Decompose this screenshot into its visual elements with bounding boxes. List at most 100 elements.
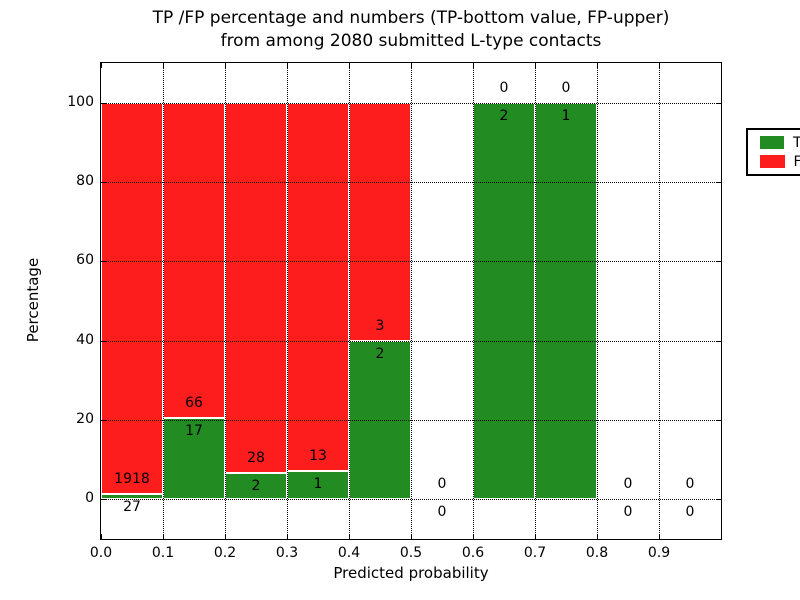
fp-count-label: 0: [561, 79, 571, 96]
x-tick-label: 0.4: [337, 545, 361, 561]
x-tick-label: 0.8: [585, 545, 609, 561]
fp-bar: [287, 102, 349, 471]
tp-bar: [225, 472, 287, 500]
x-tick-mark: [535, 534, 536, 539]
x-tick-mark: [597, 63, 598, 68]
tp-count-label: 0: [623, 504, 633, 521]
x-tick-mark: [225, 63, 226, 68]
y-tick-mark: [101, 420, 106, 421]
legend-swatch-tp-icon: [760, 136, 784, 149]
tp-bar: [349, 340, 411, 500]
y-tick-label: 60: [76, 252, 94, 269]
x-tick-mark: [411, 63, 412, 68]
gridline-vertical: [349, 63, 350, 539]
y-tick-mark: [716, 499, 721, 501]
tp-bar: [163, 418, 225, 500]
y-tick-mark: [716, 182, 721, 183]
gridline-vertical: [473, 63, 474, 539]
fp-count-label: 0: [623, 476, 633, 493]
tp-count-label: 2: [375, 345, 385, 362]
chart-title: TP /FP percentage and numbers (TP-bottom…: [100, 7, 722, 53]
tp-count-label: 2: [499, 107, 509, 124]
chart-title-line2: from among 2080 submitted L-type contact…: [220, 31, 602, 51]
fp-count-label: 66: [185, 395, 203, 412]
x-tick-label: 0.7: [523, 545, 547, 561]
fp-count-label: 3: [375, 317, 385, 334]
legend-label-fp: FP: [793, 153, 800, 170]
x-tick-mark: [349, 534, 350, 539]
tp-count-label: 2: [251, 477, 261, 494]
x-axis-label: Predicted probability: [333, 564, 489, 582]
fp-bar: [349, 102, 411, 341]
tp-count-label: 1: [313, 475, 323, 492]
x-tick-label: 0.2: [213, 545, 237, 561]
y-tick-label: 20: [76, 411, 94, 427]
legend-item-tp: TP: [760, 135, 800, 151]
x-tick-label: 0.5: [399, 545, 423, 561]
y-axis-label: Percentage: [24, 257, 42, 343]
y-tick-label: 0: [85, 490, 94, 507]
fp-count-label: 13: [309, 448, 327, 465]
x-tick-mark: [163, 534, 164, 539]
fp-count-label: 28: [247, 449, 265, 466]
fp-bar: [225, 102, 287, 473]
y-tick-mark: [716, 420, 721, 421]
tp-count-label: 1: [561, 107, 571, 124]
y-tick-mark: [101, 182, 106, 183]
tp-count-label: 0: [685, 504, 695, 521]
tp-count-label: 17: [185, 422, 203, 439]
y-tick-mark: [716, 261, 721, 263]
gridline-vertical: [597, 63, 598, 539]
y-tick-mark: [101, 340, 106, 342]
x-tick-mark: [597, 534, 598, 539]
x-tick-mark: [473, 63, 474, 68]
tp-count-label: 0: [437, 504, 447, 521]
legend-item-fp: FP: [760, 154, 800, 170]
x-tick-mark: [163, 63, 164, 68]
x-tick-label: 0.1: [151, 545, 175, 561]
x-tick-mark: [349, 63, 350, 68]
x-tick-mark: [659, 534, 660, 539]
y-tick-mark: [101, 499, 106, 501]
legend-swatch-fp-icon: [760, 155, 785, 168]
gridline-vertical: [535, 63, 536, 539]
chart-title-line1: TP /FP percentage and numbers (TP-bottom…: [152, 8, 670, 28]
x-tick-mark: [411, 534, 412, 539]
x-tick-mark: [473, 534, 474, 539]
gridline-vertical: [659, 63, 660, 539]
x-tick-mark: [535, 63, 536, 68]
fp-count-label: 0: [437, 476, 447, 493]
x-tick-mark: [659, 63, 660, 68]
y-tick-label: 100: [67, 93, 94, 110]
y-tick-mark: [101, 261, 106, 263]
x-tick-label: 0.9: [647, 545, 671, 561]
fp-bar: [101, 102, 163, 494]
x-tick-label: 0.0: [89, 545, 113, 561]
y-tick-label: 80: [76, 173, 94, 189]
gridline-vertical: [225, 63, 226, 539]
tp-bar: [473, 102, 535, 500]
x-tick-label: 0.3: [275, 545, 299, 561]
fp-count-label: 1918: [114, 470, 150, 487]
y-tick-label: 40: [76, 331, 94, 348]
x-tick-mark: [287, 534, 288, 539]
legend-label-tp: TP: [793, 134, 800, 151]
fp-count-label: 0: [685, 476, 695, 493]
x-tick-mark: [225, 534, 226, 539]
x-tick-mark: [287, 63, 288, 68]
gridline-vertical: [287, 63, 288, 539]
gridline-vertical: [411, 63, 412, 539]
y-tick-mark: [716, 102, 721, 104]
x-tick-mark: [101, 534, 102, 539]
tp-count-label: 27: [123, 498, 141, 515]
gridline-vertical: [163, 63, 164, 539]
x-tick-mark: [101, 63, 102, 68]
y-tick-mark: [101, 102, 106, 104]
y-tick-mark: [716, 340, 721, 342]
fp-count-label: 0: [499, 79, 509, 96]
legend: TP FP: [746, 128, 800, 176]
x-tick-label: 0.6: [461, 545, 485, 561]
tp-bar: [101, 493, 163, 500]
